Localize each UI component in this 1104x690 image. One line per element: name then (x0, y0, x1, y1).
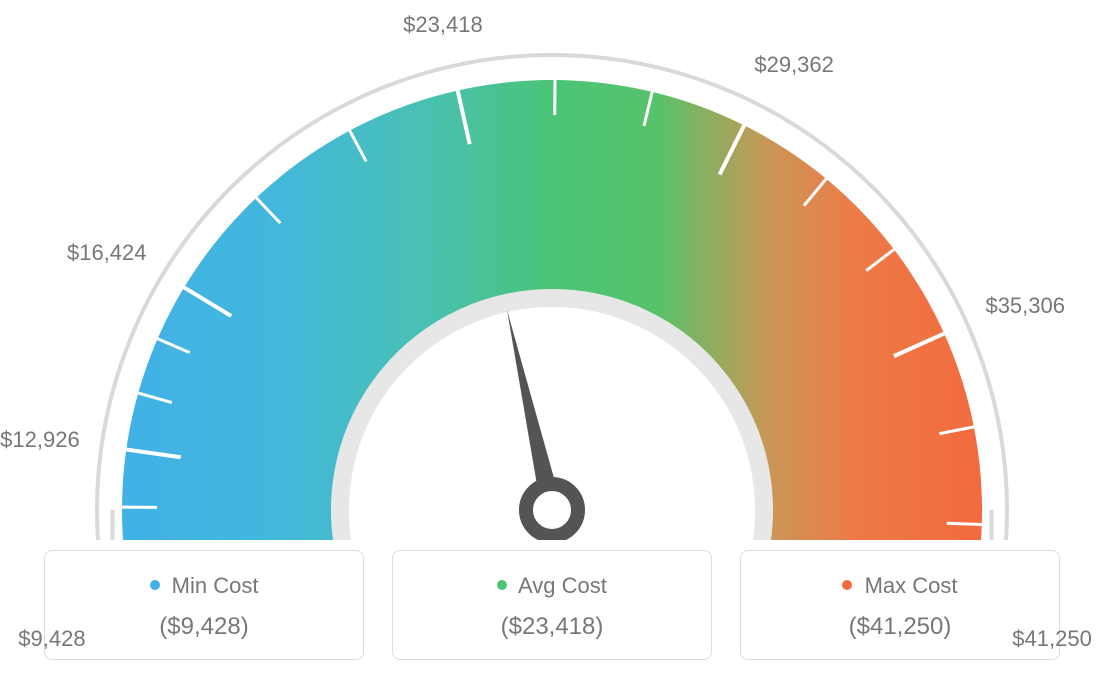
gauge-tick-label: $23,418 (403, 12, 483, 38)
gauge-tick-label: $29,362 (754, 52, 834, 78)
gauge-tick-label: $12,926 (0, 427, 80, 453)
gauge-tick-label: $16,424 (67, 240, 147, 266)
legend-min-label: Min Cost (172, 573, 259, 598)
dot-icon (497, 580, 507, 590)
gauge-chart: $9,428$12,926$16,424$23,418$29,362$35,30… (22, 20, 1082, 540)
legend-avg-value: ($23,418) (403, 613, 701, 641)
legend-card-avg: Avg Cost ($23,418) (392, 550, 712, 660)
dot-icon (150, 580, 160, 590)
legend-title-min: Min Cost (55, 573, 353, 599)
gauge-svg (22, 20, 1082, 540)
legend-avg-label: Avg Cost (518, 573, 607, 598)
legend-title-max: Max Cost (751, 573, 1049, 599)
legend-card-min: Min Cost ($9,428) (44, 550, 364, 660)
dot-icon (842, 580, 852, 590)
legend-row: Min Cost ($9,428) Avg Cost ($23,418) Max… (20, 550, 1084, 660)
legend-max-label: Max Cost (865, 573, 958, 598)
gauge-tick-label: $41,250 (1012, 626, 1092, 652)
legend-title-avg: Avg Cost (403, 573, 701, 599)
legend-max-value: ($41,250) (751, 613, 1049, 641)
legend-min-value: ($9,428) (55, 613, 353, 641)
gauge-tick-label: $9,428 (18, 626, 85, 652)
gauge-tick-label: $35,306 (985, 293, 1065, 319)
